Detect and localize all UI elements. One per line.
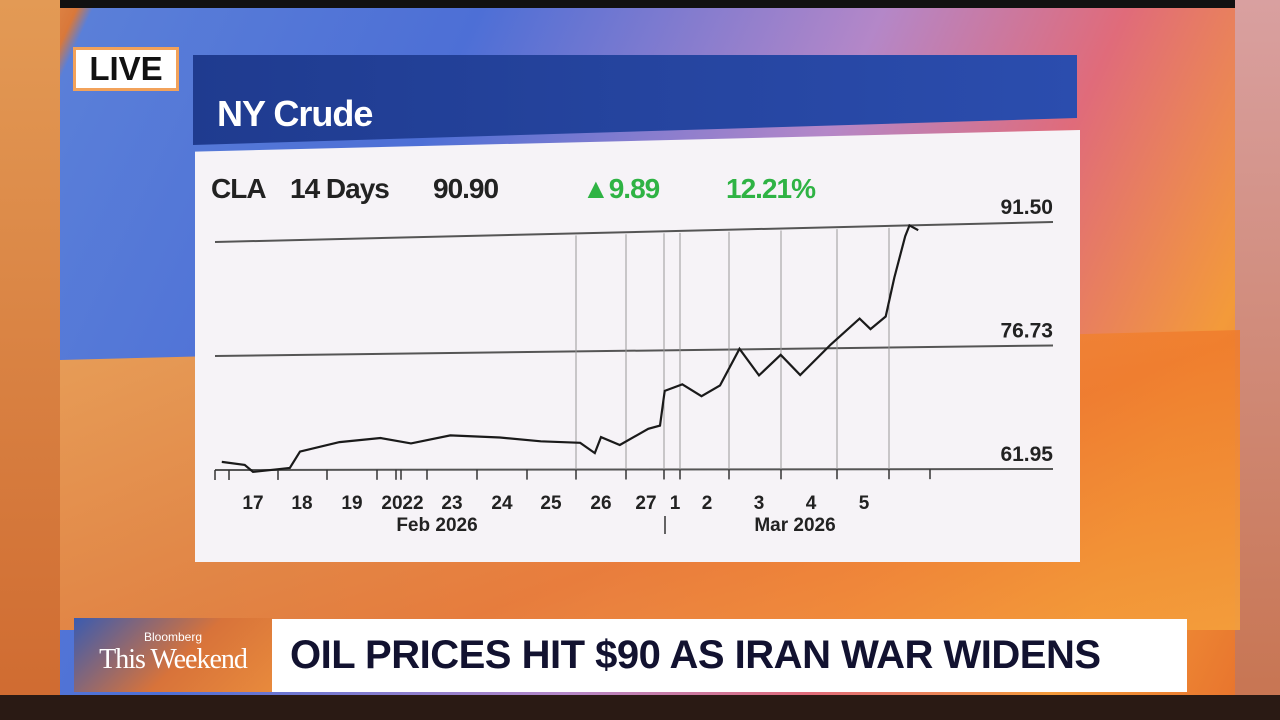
show-logo: Bloomberg This Weekend	[74, 618, 272, 692]
x-tick-label: 23	[441, 493, 462, 514]
y-gridline	[214, 221, 1054, 243]
background-left	[0, 0, 60, 720]
bottom-border	[0, 695, 1280, 720]
x-month-label: Mar 2026	[754, 515, 835, 536]
x-tick-label: 22	[402, 493, 423, 514]
show-name: This Weekend	[99, 644, 248, 675]
last-price: 90.90	[433, 173, 499, 204]
x-tick-label: 26	[590, 493, 611, 514]
triangle-up-icon: ▲	[582, 173, 610, 204]
x-tick-label: 4	[806, 493, 817, 514]
brand-name: Bloomberg	[143, 630, 203, 644]
x-tick-label: 5	[859, 493, 870, 514]
x-tick-label: 24	[491, 493, 513, 514]
top-border	[0, 0, 1280, 8]
x-tick-label: 3	[754, 493, 765, 514]
x-tick-label: 2	[702, 493, 713, 514]
x-tick-label: 1	[670, 493, 681, 514]
y-tick-label: 61.95	[1000, 443, 1053, 466]
percent-change: 12.21%	[726, 173, 816, 204]
x-tick-label: 20	[381, 493, 402, 514]
live-badge: LIVE	[73, 47, 179, 91]
y-tick-label: 76.73	[1000, 319, 1053, 342]
price-change: 9.89	[608, 173, 660, 204]
period: 14 Days	[290, 173, 390, 204]
x-tick-label: 27	[635, 493, 656, 514]
y-gridline	[214, 468, 1054, 471]
chart-title: NY Crude	[217, 93, 373, 134]
ticker-symbol: CLA	[211, 173, 267, 204]
x-tick-label: 19	[341, 493, 362, 514]
y-tick-label: 91.50	[1000, 196, 1053, 219]
x-tick-label: 17	[242, 493, 263, 514]
headline: OIL PRICES HIT $90 AS IRAN WAR WIDENS	[272, 619, 1187, 692]
x-month-label: Feb 2026	[396, 515, 477, 536]
background-right	[1235, 0, 1280, 720]
y-gridline	[214, 344, 1054, 357]
x-tick-label: 25	[540, 493, 562, 514]
x-tick-label: 18	[291, 493, 312, 514]
